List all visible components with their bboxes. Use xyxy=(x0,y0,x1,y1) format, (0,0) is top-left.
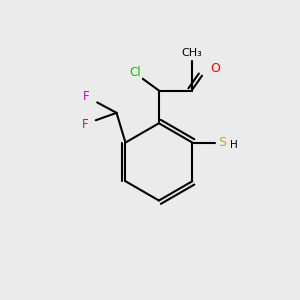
Text: F: F xyxy=(82,118,88,131)
Text: H: H xyxy=(230,140,238,150)
Text: S: S xyxy=(218,136,226,149)
Text: Cl: Cl xyxy=(129,66,141,79)
Text: F: F xyxy=(83,90,90,103)
Text: CH₃: CH₃ xyxy=(181,47,202,58)
Text: O: O xyxy=(210,62,220,75)
